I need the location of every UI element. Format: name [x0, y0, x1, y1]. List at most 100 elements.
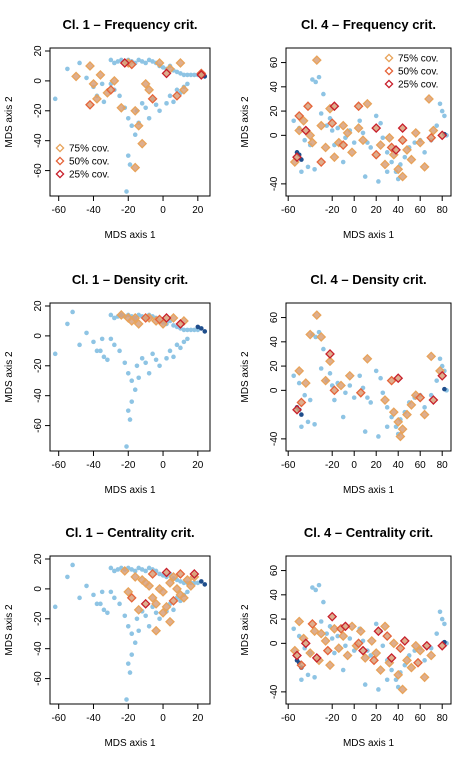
highlight-point	[199, 579, 204, 584]
coverage-marker	[311, 310, 322, 321]
data-point	[181, 327, 187, 333]
data-point	[442, 621, 447, 627]
y-tick-label: 40	[269, 589, 280, 601]
y-tick-label: 20	[269, 105, 280, 117]
data-point	[108, 565, 114, 571]
data-point	[305, 419, 311, 425]
data-point	[439, 108, 445, 114]
data-point	[70, 309, 75, 315]
data-point	[192, 327, 197, 333]
data-point	[115, 59, 121, 64]
data-point	[125, 153, 131, 158]
data-point	[305, 672, 311, 678]
y-tick-label: -20	[33, 103, 44, 118]
data-point	[313, 587, 319, 593]
coverage-marker	[362, 353, 373, 364]
data-point	[124, 189, 129, 194]
coverage-marker	[119, 566, 130, 576]
plot-area	[291, 310, 449, 442]
data-point	[105, 357, 110, 363]
data-point	[312, 167, 317, 172]
x-tick-label: 0	[160, 713, 166, 724]
plot-frame	[285, 47, 452, 197]
coverage-marker	[395, 643, 406, 654]
data-point	[291, 118, 297, 124]
data-point	[178, 579, 183, 584]
legend-marker	[55, 156, 65, 166]
x-tick-label: -60	[281, 713, 296, 724]
data-point	[157, 363, 162, 369]
y-tick-label: 40	[269, 336, 280, 348]
data-point	[132, 568, 138, 574]
panel-title: Cl. 1 – Density crit.	[72, 272, 188, 287]
data-point	[422, 658, 427, 663]
coverage-marker	[105, 84, 116, 95]
coverage-marker	[130, 313, 141, 323]
y-axis-label: MDS axis 2	[240, 351, 251, 403]
data-point	[153, 610, 159, 616]
data-point	[132, 132, 138, 138]
x-tick-label: -20	[325, 205, 340, 216]
data-point	[52, 96, 58, 102]
coverage-marker	[305, 130, 316, 141]
data-point	[422, 150, 427, 155]
data-point	[167, 348, 173, 354]
data-point	[146, 565, 152, 571]
x-axis-label: MDS axis 1	[104, 485, 156, 496]
coverage-marker	[151, 598, 162, 609]
coverage-marker	[172, 583, 182, 594]
x-tick-label: 20	[192, 460, 204, 471]
data-point	[105, 610, 110, 616]
coverage-marker	[384, 132, 395, 143]
data-point	[134, 616, 140, 622]
data-point	[125, 370, 131, 376]
data-point	[332, 397, 337, 403]
data-point	[302, 137, 308, 143]
y-axis-label: MDS axis 2	[240, 96, 251, 148]
x-tick-label: -60	[51, 713, 66, 724]
x-tick-label: 20	[192, 713, 204, 724]
coverage-marker	[161, 601, 172, 612]
data-point	[188, 72, 194, 78]
coverage-marker	[296, 397, 307, 408]
x-tick-label: -20	[121, 460, 136, 471]
data-point	[389, 159, 394, 165]
coverage-marker	[294, 125, 305, 136]
data-point	[125, 661, 131, 666]
data-point	[373, 368, 379, 374]
coverage-marker	[168, 313, 179, 323]
y-tick-label: -20	[33, 611, 44, 626]
data-point	[343, 390, 348, 396]
data-point	[384, 405, 390, 410]
data-point	[305, 164, 311, 170]
x-tick-label: -40	[86, 460, 101, 471]
coverage-marker	[189, 569, 200, 579]
x-tick-label: 20	[371, 460, 383, 471]
data-point	[157, 616, 162, 622]
data-point	[112, 315, 117, 321]
coverage-marker	[303, 101, 313, 112]
data-point	[150, 59, 155, 64]
data-point	[192, 72, 197, 78]
coverage-marker	[329, 385, 340, 396]
panel-2: Cl. 4 – Frequency crit. -60 -20 0 20 40 60 80 60…	[240, 17, 452, 241]
coverage-marker	[342, 127, 353, 138]
coverage-marker	[428, 125, 439, 136]
coverage-marker	[119, 58, 130, 68]
coverage-marker	[71, 71, 82, 82]
highlight-point	[442, 386, 447, 392]
y-tick-label: 0	[33, 78, 44, 84]
y-tick-label: 0	[269, 132, 280, 138]
coverage-marker	[402, 144, 412, 155]
legend-label: 25% cov.	[398, 80, 438, 91]
data-point	[362, 429, 368, 434]
data-point	[129, 631, 135, 637]
coverage-marker	[426, 132, 437, 143]
coverage-marker	[353, 123, 364, 133]
coverage-marker	[161, 68, 172, 79]
data-point	[380, 643, 386, 649]
data-point	[380, 135, 386, 141]
data-point	[171, 323, 176, 328]
data-point	[157, 108, 162, 114]
coverage-marker	[406, 662, 417, 673]
